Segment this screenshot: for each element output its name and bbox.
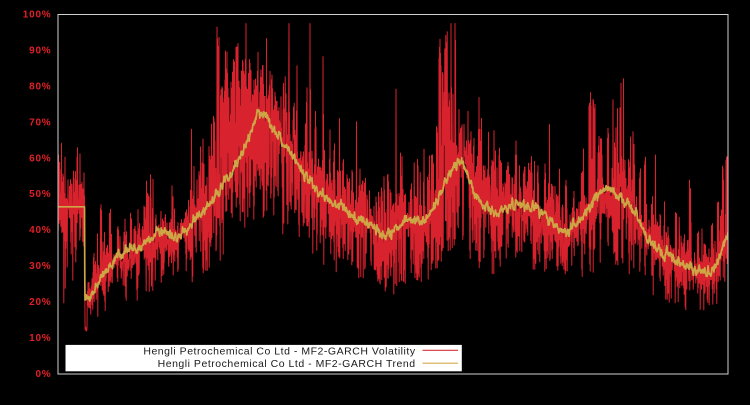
svg-text:Hengli Petrochemical Co Ltd -: Hengli Petrochemical Co Ltd - MF2-GARCH … [143, 346, 415, 358]
svg-text:20%: 20% [29, 297, 51, 308]
svg-text:0%: 0% [35, 369, 51, 380]
svg-text:50%: 50% [29, 189, 51, 200]
svg-text:10%: 10% [29, 333, 51, 344]
svg-text:60%: 60% [29, 153, 51, 164]
svg-text:80%: 80% [29, 81, 51, 92]
svg-text:90%: 90% [29, 45, 51, 56]
svg-text:100%: 100% [23, 10, 52, 21]
svg-text:40%: 40% [29, 225, 51, 236]
svg-text:30%: 30% [29, 261, 51, 272]
svg-text:70%: 70% [29, 117, 51, 128]
svg-text:Hengli Petrochemical Co Ltd -: Hengli Petrochemical Co Ltd - MF2-GARCH … [158, 358, 416, 370]
